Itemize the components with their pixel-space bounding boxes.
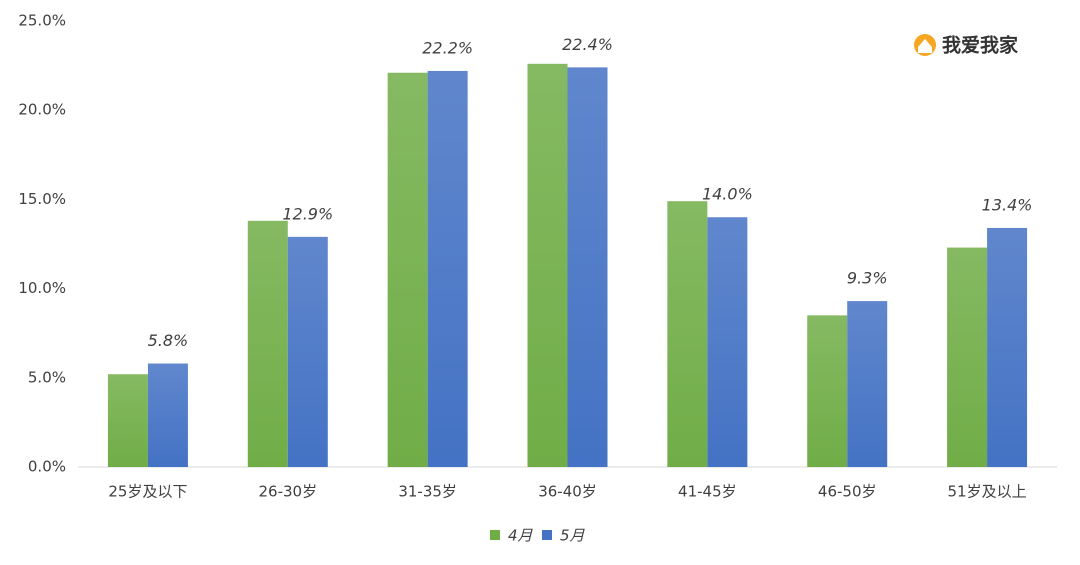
legend-label: 4月 bbox=[508, 527, 534, 545]
bar bbox=[947, 247, 988, 467]
logo: 我爱我家 bbox=[914, 34, 1019, 57]
bar bbox=[567, 67, 608, 467]
value-label: 5.8% bbox=[148, 331, 189, 350]
bar bbox=[807, 315, 848, 467]
bar bbox=[667, 201, 708, 467]
value-label: 9.3% bbox=[847, 269, 888, 288]
bar bbox=[387, 72, 428, 468]
bar bbox=[107, 374, 148, 467]
x-tick-label: 31-35岁 bbox=[398, 483, 457, 501]
y-tick-label: 15.0% bbox=[18, 190, 66, 208]
y-tick-label: 20.0% bbox=[18, 101, 66, 119]
bar bbox=[147, 363, 188, 467]
x-tick-label: 36-40岁 bbox=[538, 483, 597, 501]
y-tick-label: 0.0% bbox=[28, 458, 66, 476]
legend-label: 5月 bbox=[560, 527, 586, 545]
value-label: 12.9% bbox=[282, 204, 333, 223]
x-tick-label: 26-30岁 bbox=[258, 483, 317, 501]
x-tick-label: 25岁及以下 bbox=[108, 483, 187, 501]
y-tick-label: 25.0% bbox=[18, 12, 66, 30]
value-label: 22.2% bbox=[422, 38, 473, 57]
logo-house bbox=[918, 39, 932, 53]
bar bbox=[247, 220, 288, 467]
bar bbox=[287, 236, 328, 467]
y-tick-label: 5.0% bbox=[28, 368, 66, 386]
y-tick-label: 10.0% bbox=[18, 279, 66, 297]
bar bbox=[987, 227, 1028, 467]
bar bbox=[847, 301, 888, 467]
bar bbox=[707, 217, 748, 467]
bar bbox=[527, 63, 568, 467]
value-label: 14.0% bbox=[702, 185, 753, 204]
x-tick-label: 41-45岁 bbox=[678, 483, 737, 501]
x-tick-label: 51岁及以上 bbox=[948, 483, 1027, 501]
value-label: 13.4% bbox=[982, 195, 1033, 214]
legend-swatch bbox=[542, 530, 552, 540]
x-tick-label: 46-50岁 bbox=[818, 483, 877, 501]
bar bbox=[427, 70, 468, 468]
logo-text: 我爱我家 bbox=[942, 34, 1019, 57]
legend-swatch bbox=[490, 530, 500, 540]
value-label: 22.4% bbox=[562, 35, 613, 54]
